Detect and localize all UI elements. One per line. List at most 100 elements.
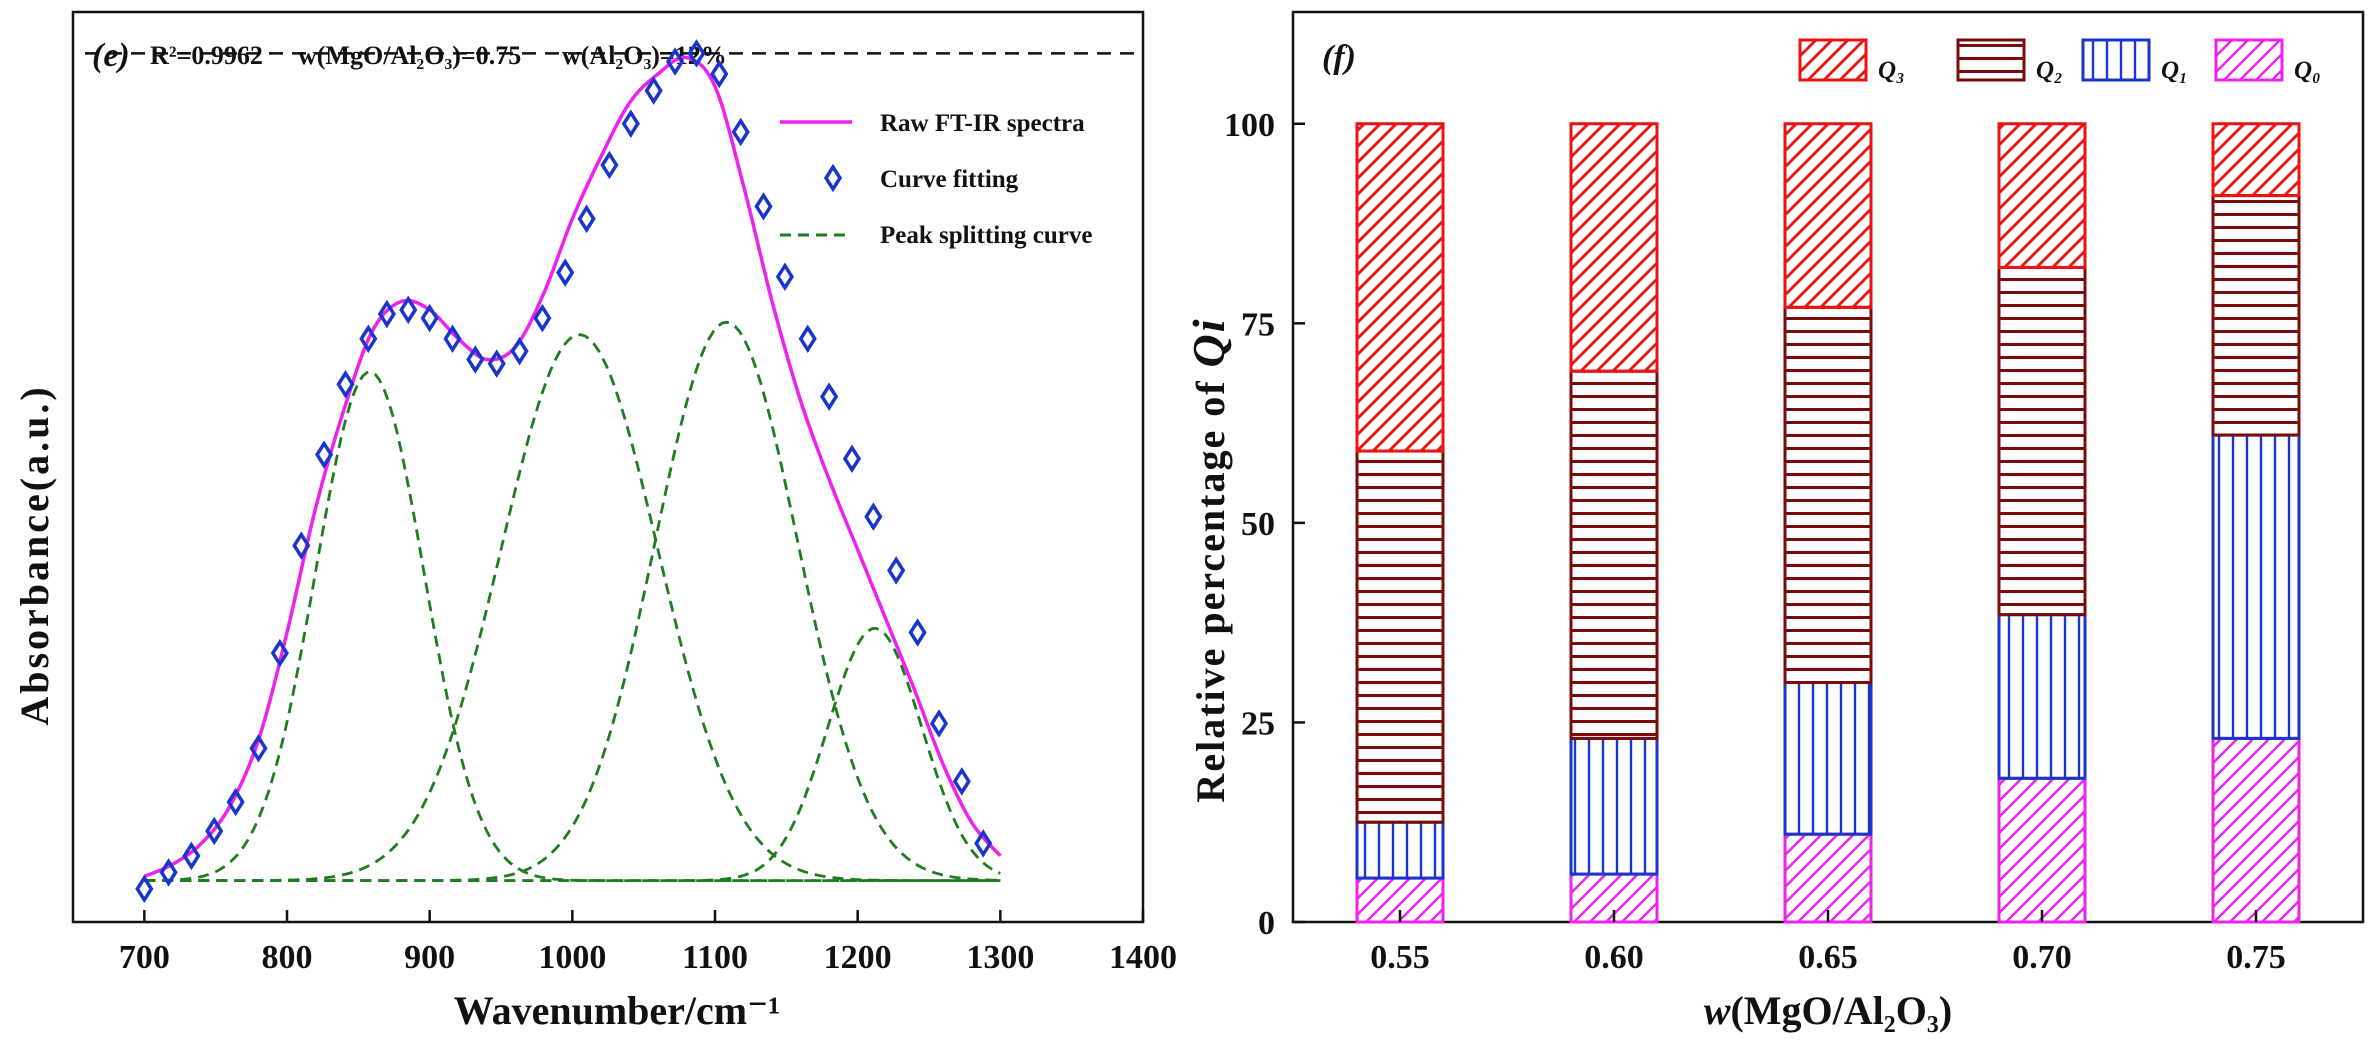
- panel-e-x-tick-label: 1400: [1109, 939, 1177, 976]
- peak-curve-4: [144, 626, 1001, 882]
- raw-ftir-spectrum-line: [143, 55, 1002, 879]
- qi-distribution-panel: (f) 0 25 50 75 100 0.55 0.60 0.65 0.70 0.75 w(Mg…: [1183, 10, 2365, 1033]
- legend-label-q3: Q₃: [1878, 57, 1905, 84]
- panel-f-y-axis-title-q: Qi: [1183, 317, 1234, 367]
- ftir-spectrum-panel: (e) R²=0.9962 w(MgO/Al₂O₃)=0.75 w(Al₂O₃)…: [12, 10, 1177, 1033]
- legend-swatch-q0: [2214, 38, 2284, 82]
- panel-e-x-tick-label: 1200: [824, 939, 892, 976]
- r-squared-annotation: R²=0.9962: [150, 41, 263, 70]
- fit-point: [842, 444, 862, 473]
- fit-point: [292, 531, 311, 560]
- panel-f-y-axis: 0 25 50 75 100: [1224, 107, 1305, 942]
- fit-point: [710, 59, 729, 89]
- panel-e-tag: (e): [92, 37, 130, 74]
- fit-point: [226, 787, 245, 817]
- fit-point: [443, 324, 462, 354]
- fit-point: [887, 556, 906, 585]
- fit-point: [952, 767, 971, 796]
- legend-label-q2: Q₂: [2036, 57, 2063, 84]
- fit-point: [908, 618, 927, 647]
- panel-f-x-tick-label: 0.60: [1584, 939, 1644, 976]
- peak-curve-1: [144, 370, 1001, 882]
- fit-point: [820, 382, 839, 411]
- panel-f-x-tick-label: 0.65: [1798, 939, 1858, 976]
- bar-q1-0.75: [2211, 433, 2301, 740]
- fit-point: [665, 47, 685, 76]
- panel-f-x-axis-title-rest: (MgO/Al₂O₃): [1730, 988, 1952, 1033]
- panel-f-y-axis-title: Relative percentage of Qi: [1183, 317, 1234, 802]
- legend-swatch-q3: [1798, 38, 1868, 82]
- fit-point: [420, 303, 439, 333]
- panel-f-y-axis-title-text: Relative percentage of: [1188, 367, 1233, 802]
- panel-e-x-tick-label: 800: [262, 939, 313, 976]
- fit-point: [315, 440, 334, 469]
- panel-e-plot-frame: [71, 10, 1145, 924]
- legend-swatch-q2: [1956, 38, 2026, 82]
- panel-f-x-tick-label: 0.75: [2226, 939, 2286, 976]
- fit-point: [159, 858, 178, 887]
- fit-point: [135, 874, 154, 904]
- fit-point: [754, 192, 773, 221]
- peak-curve-2: [144, 333, 1001, 882]
- panel-e-x-axis: 700 800 900 1000 1100 1200 1300 1400: [119, 910, 1177, 976]
- fit-point: [644, 76, 663, 105]
- peak-splitting-curves: [144, 320, 1001, 883]
- panel-f-y-tick-label: 75: [1241, 306, 1275, 343]
- bar-q1-0.70: [1997, 613, 2087, 780]
- panel-e-x-axis-title: Wavenumber/cm⁻¹: [454, 988, 780, 1033]
- fit-point: [600, 150, 619, 180]
- panel-f-x-axis: 0.55 0.60 0.65 0.70 0.75: [1370, 910, 2286, 976]
- fit-point: [182, 841, 201, 871]
- panel-f-legend: Q₃ Q₂ Q₁ Q₀: [1798, 38, 2321, 84]
- curve-fitting-markers: [135, 39, 993, 904]
- fit-point: [377, 299, 396, 329]
- bar-q3-0.65: [1783, 122, 1873, 309]
- bar-q0-0.70: [1997, 776, 2087, 924]
- bar-q3-0.55: [1355, 122, 1445, 453]
- panel-f-tag: (f): [1322, 39, 1356, 76]
- panel-e-y-axis-title: Absorbance(a.u.): [12, 384, 57, 725]
- bar-q2-0.75: [2211, 194, 2301, 437]
- bar-q2-0.70: [1997, 265, 2087, 617]
- bar-q1-0.65: [1783, 681, 1873, 836]
- bar-q3-0.60: [1569, 122, 1659, 373]
- legend-swatch-q1: [2081, 38, 2151, 82]
- legend-peak-label: Peak splitting curve: [880, 222, 1093, 249]
- fit-point: [731, 117, 750, 147]
- fit-point: [205, 816, 224, 846]
- panel-e-x-tick-label: 1000: [538, 939, 606, 976]
- bar-q0-0.65: [1783, 832, 1873, 924]
- stacked-bar-group: [1355, 122, 2301, 924]
- panel-f-x-tick-label: 0.70: [2012, 939, 2072, 976]
- fit-point: [798, 324, 817, 354]
- panel-e-legend: Raw FT-IR spectra Curve fitting Peak spl…: [780, 110, 1093, 249]
- panel-e-x-tick-label: 1300: [966, 939, 1034, 976]
- fit-point: [577, 204, 596, 234]
- fit-point: [556, 258, 575, 287]
- fit-point: [487, 349, 506, 378]
- panel-f-y-tick-label: 0: [1258, 905, 1275, 942]
- fit-point: [621, 109, 640, 138]
- fit-point: [336, 370, 355, 399]
- panel-f-y-tick-label: 25: [1241, 705, 1275, 742]
- bar-q3-0.70: [1997, 122, 2087, 269]
- fit-point: [533, 303, 552, 333]
- fit-point: [864, 502, 883, 531]
- panel-e-x-tick-label: 700: [119, 939, 170, 976]
- bar-q1-0.55: [1355, 820, 1445, 880]
- fit-point: [270, 638, 289, 668]
- fit-point: [510, 336, 529, 366]
- legend-raw-label: Raw FT-IR spectra: [880, 110, 1085, 137]
- bar-q2-0.60: [1569, 369, 1659, 740]
- legend-fit-marker-icon: [823, 163, 843, 193]
- fit-point: [399, 295, 418, 325]
- fit-point: [466, 345, 485, 374]
- panel-f-x-tick-label: 0.55: [1370, 939, 1430, 976]
- fit-point: [974, 829, 993, 858]
- bar-q2-0.55: [1355, 449, 1445, 824]
- bar-q2-0.65: [1783, 305, 1873, 685]
- fit-point: [929, 709, 949, 738]
- fit-point: [359, 324, 378, 354]
- peak-curve-3: [144, 320, 1001, 882]
